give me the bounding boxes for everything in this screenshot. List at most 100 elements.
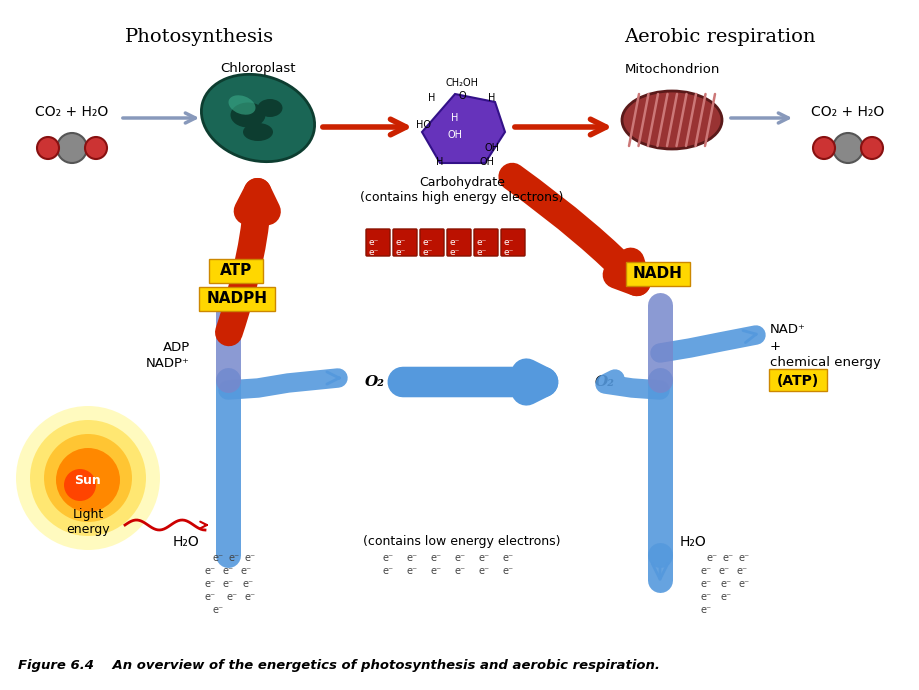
Text: OH: OH xyxy=(447,130,462,140)
Circle shape xyxy=(16,406,160,550)
FancyBboxPatch shape xyxy=(501,229,525,256)
Text: e⁻: e⁻ xyxy=(449,238,460,247)
Circle shape xyxy=(812,137,834,159)
Text: O₂: O₂ xyxy=(595,375,614,389)
Text: OH: OH xyxy=(484,143,499,153)
Text: CO₂ + H₂O: CO₂ + H₂O xyxy=(35,105,108,119)
Text: e⁻: e⁻ xyxy=(228,553,239,563)
Text: H: H xyxy=(451,113,459,123)
Text: e⁻: e⁻ xyxy=(222,566,233,576)
Text: e⁻: e⁻ xyxy=(718,566,729,576)
Text: e⁻: e⁻ xyxy=(699,579,710,589)
Text: e⁻: e⁻ xyxy=(504,248,514,257)
Text: e⁻: e⁻ xyxy=(706,553,717,563)
Ellipse shape xyxy=(621,91,721,149)
FancyArrowPatch shape xyxy=(229,192,267,333)
Text: e⁻: e⁻ xyxy=(222,579,233,589)
Text: NADH: NADH xyxy=(632,266,682,282)
Text: (contains low energy electrons): (contains low energy electrons) xyxy=(363,535,561,549)
Text: e⁻: e⁻ xyxy=(212,553,223,563)
Text: ATP: ATP xyxy=(220,264,252,279)
Text: Carbohydrate
(contains high energy electrons): Carbohydrate (contains high energy elect… xyxy=(360,176,563,204)
Text: e⁻: e⁻ xyxy=(423,238,433,247)
Circle shape xyxy=(37,137,59,159)
Text: NADP⁺: NADP⁺ xyxy=(146,357,190,371)
Text: e⁻: e⁻ xyxy=(204,566,215,576)
Text: e⁻: e⁻ xyxy=(478,566,489,576)
Text: e⁻: e⁻ xyxy=(478,553,489,563)
Text: CO₂ + H₂O: CO₂ + H₂O xyxy=(811,105,884,119)
Text: e⁻: e⁻ xyxy=(369,238,379,247)
Text: e⁻: e⁻ xyxy=(406,566,417,576)
FancyBboxPatch shape xyxy=(473,229,497,256)
Text: e⁻: e⁻ xyxy=(204,592,215,602)
Text: H₂O: H₂O xyxy=(173,535,199,549)
Text: Aerobic respiration: Aerobic respiration xyxy=(624,28,815,46)
Text: CH₂OH: CH₂OH xyxy=(445,78,478,88)
Ellipse shape xyxy=(228,95,255,115)
FancyArrowPatch shape xyxy=(512,177,636,282)
Text: NAD⁺: NAD⁺ xyxy=(769,324,805,337)
FancyBboxPatch shape xyxy=(199,287,275,311)
Text: e⁻: e⁻ xyxy=(212,605,223,615)
FancyBboxPatch shape xyxy=(625,262,689,286)
Text: e⁻: e⁻ xyxy=(476,238,487,247)
Text: e⁻: e⁻ xyxy=(738,579,749,589)
Text: e⁻: e⁻ xyxy=(382,553,393,563)
Text: Figure 6.4    An overview of the energetics of photosynthesis and aerobic respir: Figure 6.4 An overview of the energetics… xyxy=(18,658,659,671)
Text: e⁻: e⁻ xyxy=(720,592,731,602)
FancyBboxPatch shape xyxy=(768,369,826,391)
Text: Mitochondrion: Mitochondrion xyxy=(624,63,719,76)
FancyArrowPatch shape xyxy=(403,374,542,391)
Circle shape xyxy=(56,448,119,512)
Text: e⁻: e⁻ xyxy=(454,566,465,576)
Text: Light
energy: Light energy xyxy=(66,508,109,536)
Text: e⁻: e⁻ xyxy=(721,553,732,563)
Text: H₂O: H₂O xyxy=(679,535,706,549)
Text: e⁻: e⁻ xyxy=(423,248,433,257)
Text: e⁻: e⁻ xyxy=(699,605,710,615)
Text: e⁻: e⁻ xyxy=(226,592,237,602)
Ellipse shape xyxy=(231,103,266,128)
Ellipse shape xyxy=(201,75,314,161)
Text: O: O xyxy=(458,91,465,101)
Text: e⁻: e⁻ xyxy=(735,566,747,576)
Text: e⁻: e⁻ xyxy=(699,592,710,602)
Text: NADPH: NADPH xyxy=(206,291,267,306)
Text: e⁻: e⁻ xyxy=(504,238,514,247)
Text: e⁻: e⁻ xyxy=(699,566,710,576)
Text: H: H xyxy=(428,93,436,103)
Circle shape xyxy=(30,420,146,536)
Text: e⁻: e⁻ xyxy=(244,592,255,602)
Polygon shape xyxy=(422,94,505,163)
Text: e⁻: e⁻ xyxy=(406,553,417,563)
Text: e⁻: e⁻ xyxy=(502,566,513,576)
FancyBboxPatch shape xyxy=(420,229,444,256)
Text: e⁻: e⁻ xyxy=(395,248,406,257)
Text: e⁻: e⁻ xyxy=(204,579,215,589)
Text: e⁻: e⁻ xyxy=(449,248,460,257)
Circle shape xyxy=(860,137,882,159)
Text: e⁻: e⁻ xyxy=(369,248,379,257)
Circle shape xyxy=(832,133,862,163)
Text: e⁻: e⁻ xyxy=(382,566,393,576)
Text: H: H xyxy=(488,93,495,103)
Circle shape xyxy=(57,133,87,163)
Ellipse shape xyxy=(257,99,282,117)
Text: chemical energy: chemical energy xyxy=(769,357,879,370)
Text: e⁻: e⁻ xyxy=(395,238,406,247)
FancyBboxPatch shape xyxy=(392,229,416,256)
FancyBboxPatch shape xyxy=(209,259,263,283)
Text: Sun: Sun xyxy=(74,473,101,486)
FancyBboxPatch shape xyxy=(447,229,471,256)
Text: (ATP): (ATP) xyxy=(776,374,818,388)
Ellipse shape xyxy=(243,123,273,141)
Circle shape xyxy=(85,137,107,159)
Text: H: H xyxy=(436,157,443,167)
FancyBboxPatch shape xyxy=(366,229,390,256)
Circle shape xyxy=(44,434,131,522)
Text: O₂: O₂ xyxy=(365,375,384,389)
Text: OH: OH xyxy=(479,157,494,167)
Text: ADP: ADP xyxy=(163,342,190,355)
Circle shape xyxy=(64,469,96,501)
